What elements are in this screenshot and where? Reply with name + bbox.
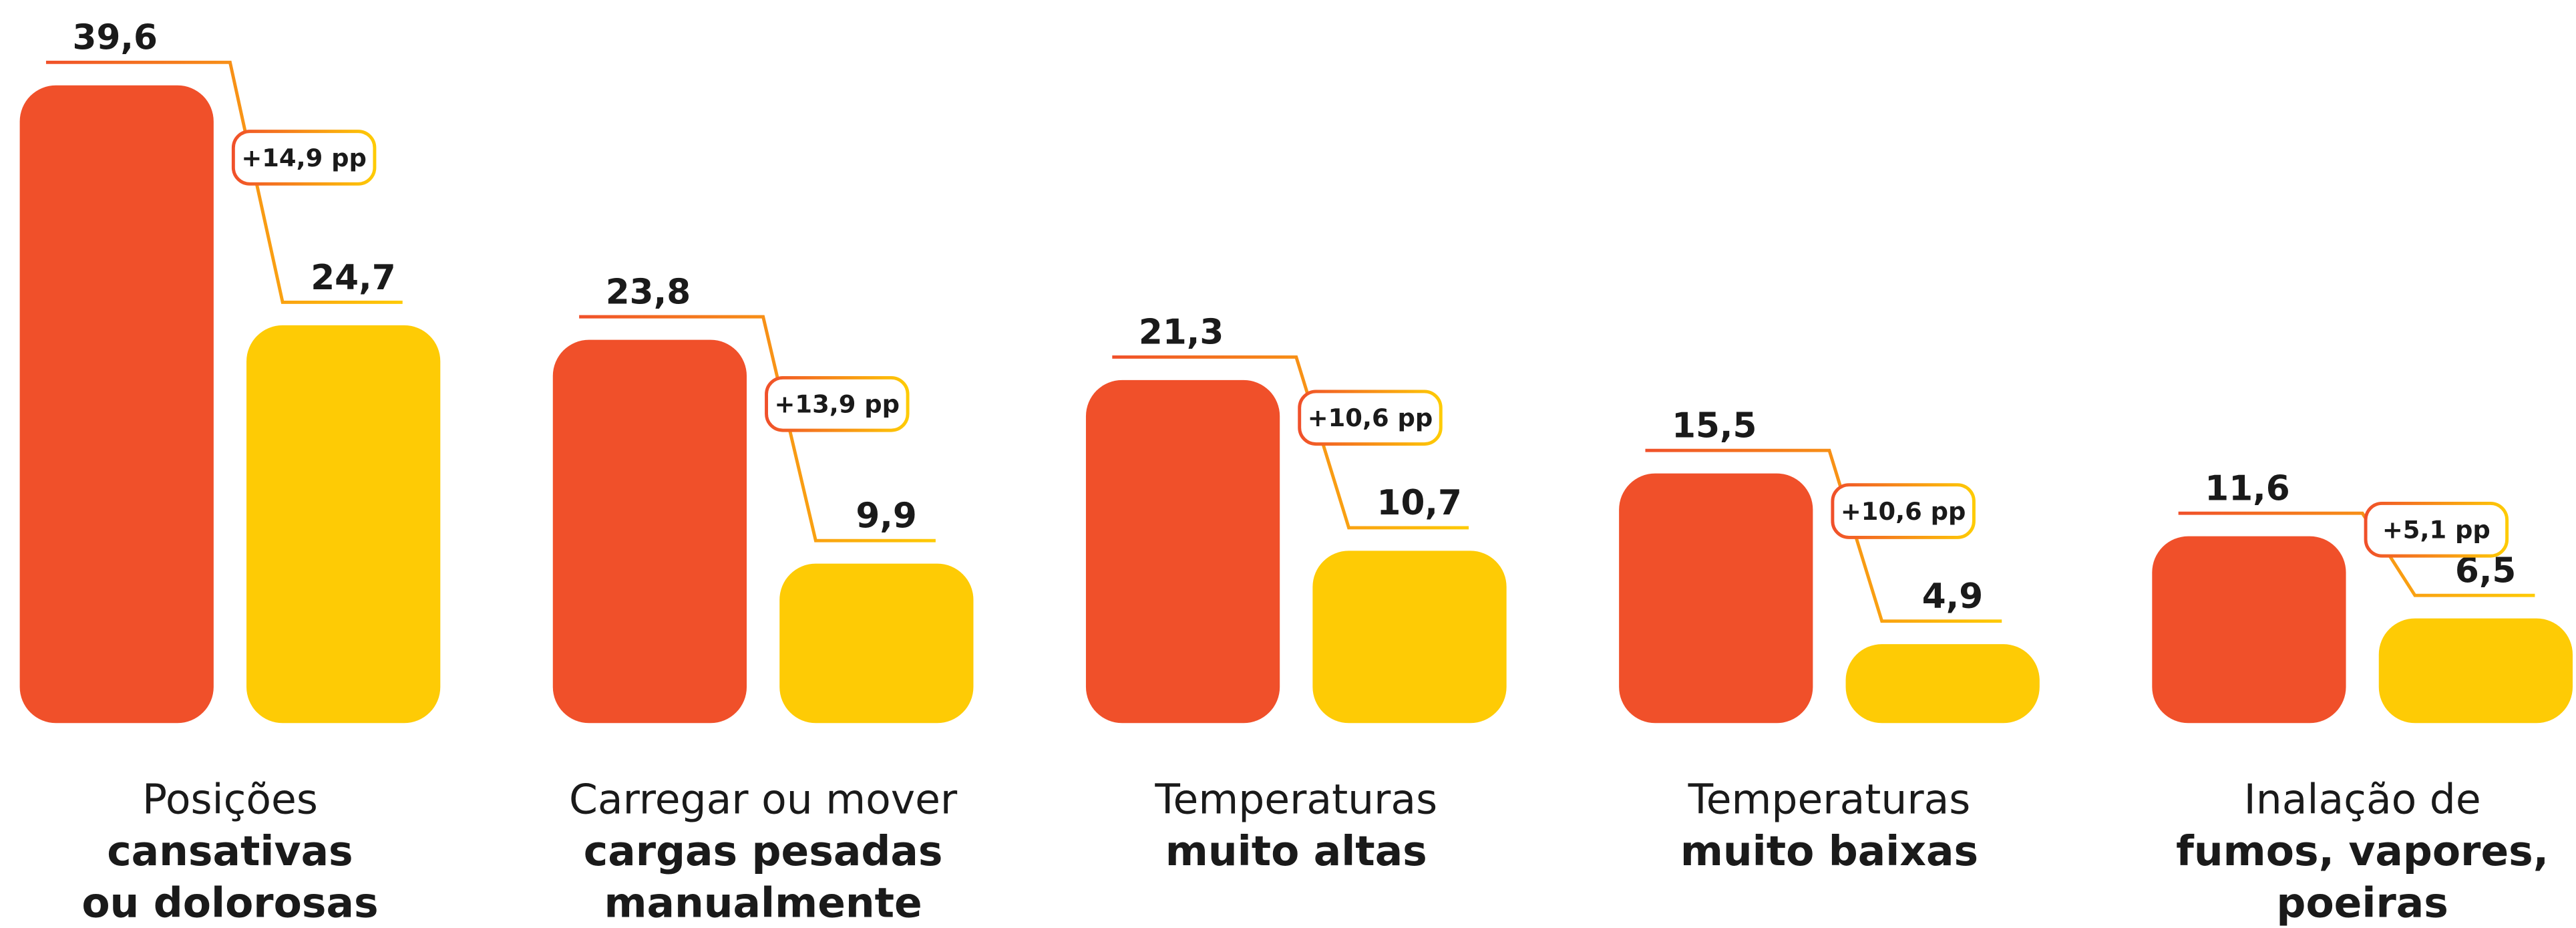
- category-label: fumos, vapores,: [2176, 827, 2549, 875]
- difference-badge: [2364, 501, 2509, 558]
- value-label: 10,7: [1377, 483, 1462, 523]
- category-label: cansativas: [107, 827, 353, 875]
- category-label: Inalação de: [2244, 776, 2481, 824]
- value-label: 15,5: [1672, 406, 1757, 446]
- bar: [1619, 473, 1813, 724]
- bar: [19, 85, 214, 724]
- difference-badge: [765, 375, 910, 432]
- category-label: ou dolorosas: [81, 879, 378, 927]
- bar: [1845, 644, 2040, 724]
- value-label: 24,7: [311, 258, 395, 298]
- category-label: cargas pesadas: [584, 827, 943, 875]
- category-label: manualmente: [604, 879, 922, 927]
- value-label: 39,6: [73, 18, 158, 58]
- bar: [779, 563, 974, 724]
- category-label: muito altas: [1165, 827, 1427, 875]
- category-label: Carregar ou mover: [569, 776, 958, 824]
- difference-label: +10,6 pp: [1308, 404, 1433, 432]
- difference-badge: [1298, 390, 1443, 446]
- value-label: 23,8: [606, 272, 691, 312]
- category-label: Posições: [142, 776, 318, 824]
- category-label: muito baixas: [1680, 827, 1978, 875]
- bar: [2378, 618, 2573, 724]
- value-label: 4,9: [1922, 577, 1983, 617]
- bar: [552, 339, 747, 724]
- difference-label: +10,6 pp: [1841, 497, 1966, 526]
- difference-label: +13,9 pp: [775, 390, 900, 419]
- value-label: 9,9: [856, 496, 916, 536]
- difference-label: +14,9 pp: [241, 144, 367, 172]
- bar: [246, 325, 441, 724]
- bar: [1312, 551, 1507, 724]
- difference-badge: [1831, 483, 1976, 539]
- category-label: Temperaturas: [1154, 776, 1437, 824]
- value-label: 11,6: [2205, 469, 2289, 509]
- category-label: poeiras: [2276, 879, 2448, 927]
- bar: [2152, 536, 2346, 724]
- value-label: 21,3: [1139, 313, 1224, 353]
- difference-label: +5,1 pp: [2382, 516, 2491, 545]
- category-label: Temperaturas: [1688, 776, 1971, 824]
- bar: [1085, 379, 1280, 724]
- difference-badge: [231, 130, 377, 186]
